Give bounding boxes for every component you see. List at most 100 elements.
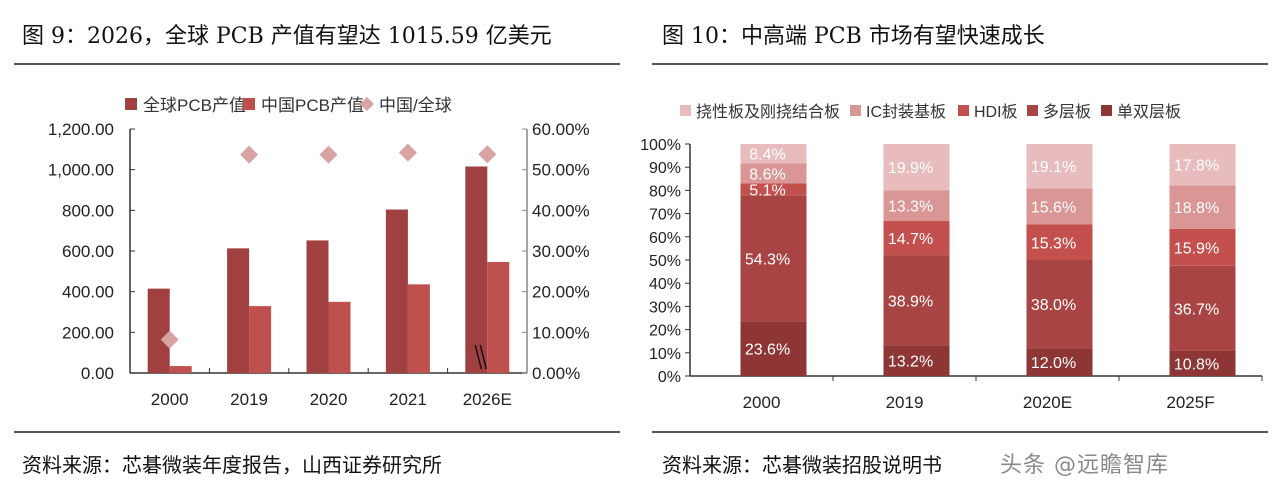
- legend-label: HDI板: [974, 103, 1018, 121]
- y-tick-label: 100%: [640, 137, 681, 154]
- left-source-note: 资料来源：芯碁微装年度报告，山西证券研究所: [22, 453, 442, 477]
- data-label: 5.1%: [749, 182, 785, 199]
- data-label: 13.2%: [888, 354, 933, 371]
- legend-swatch: [1027, 105, 1038, 116]
- left-chart-title: 图 9：2026，全球 PCB 产值有望达 1015.59 亿美元: [22, 24, 552, 49]
- right-chart-title: 图 10：中高端 PCB 市场有望快速成长: [662, 24, 1045, 49]
- marker-china-share: [319, 145, 338, 164]
- marker-china-share: [398, 143, 417, 162]
- legend-swatch: [125, 98, 137, 110]
- bar-global-pcb: [227, 248, 250, 373]
- bar-global-pcb: [147, 288, 170, 373]
- y-tick-label: 90%: [649, 160, 681, 177]
- y2-tick-label: 50.00%: [532, 161, 590, 180]
- y2-tick-label: 20.00%: [532, 283, 590, 302]
- data-label: 38.9%: [888, 293, 933, 310]
- y2-tick-label: 60.00%: [532, 120, 590, 139]
- stacked-bar-segment: [1169, 228, 1236, 266]
- legend-swatch: [958, 105, 969, 116]
- right-source-divider: [652, 431, 1268, 433]
- bar-china-pcb: [249, 306, 272, 373]
- y-tick-label: 200.00: [62, 323, 114, 342]
- y-tick-label: 80%: [649, 183, 681, 200]
- x-tick-label: 2019: [230, 390, 268, 409]
- data-label: 18.8%: [1174, 200, 1219, 217]
- legend-label: 中国PCB产值: [261, 96, 364, 115]
- x-tick-label: 2025F: [1166, 393, 1214, 412]
- data-label: 38.0%: [1031, 297, 1076, 314]
- y-tick-label: 0%: [658, 369, 681, 386]
- x-tick-label: 2019: [886, 393, 924, 412]
- x-tick-label: 2026E: [463, 390, 512, 409]
- data-label: 19.1%: [1031, 159, 1076, 176]
- data-label: 14.7%: [888, 231, 933, 248]
- y2-tick-label: 30.00%: [532, 242, 590, 261]
- data-label: 8.4%: [749, 147, 785, 164]
- data-label: 17.8%: [1174, 158, 1219, 175]
- stacked-bar-segment: [740, 183, 807, 196]
- legend-swatch: [1101, 105, 1112, 116]
- bar-global-pcb: [306, 240, 329, 373]
- marker-china-share: [160, 330, 179, 349]
- stacked-bar-segment: [1169, 144, 1236, 186]
- y-tick-label: 60%: [649, 230, 681, 247]
- y-tick-label: 10%: [649, 346, 681, 363]
- stacked-bar-segment: [1026, 224, 1093, 260]
- stacked-bar-segment: [883, 221, 950, 256]
- data-label: 23.6%: [745, 342, 790, 359]
- bar-global-pcb: [385, 209, 408, 373]
- x-tick-label: 2000: [743, 393, 781, 412]
- data-label: 19.9%: [888, 160, 933, 177]
- y-tick-label: 1,000.00: [48, 161, 114, 180]
- stacked-bar-segment: [1026, 144, 1093, 189]
- right-source-note: 资料来源：芯碁微装招股说明书: [662, 453, 942, 477]
- watermark: 头条 @远瞻智库: [1000, 453, 1169, 478]
- legend-swatch: [850, 105, 861, 116]
- legend-label: IC封装基板: [866, 103, 946, 121]
- y2-tick-label: 10.00%: [532, 323, 590, 342]
- stacked-bar-segment: [1169, 185, 1236, 229]
- y-tick-label: 800.00: [62, 201, 114, 220]
- legend-swatch-diamond: [360, 97, 374, 111]
- legend-label: 单双层板: [1117, 103, 1181, 121]
- data-label: 8.6%: [749, 166, 785, 183]
- data-label: 12.0%: [1031, 355, 1076, 372]
- bar-china-pcb: [407, 284, 430, 373]
- y-tick-label: 70%: [649, 207, 681, 224]
- left-title-divider: [14, 63, 620, 65]
- bar-china-pcb: [487, 261, 510, 373]
- stacked-bar-segment: [883, 144, 950, 191]
- y-tick-label: 50%: [649, 253, 681, 270]
- stacked-bar-segment: [1026, 260, 1093, 349]
- y-tick-label: 40%: [649, 276, 681, 293]
- legend-label: 中国/全球: [379, 96, 452, 115]
- bar-global-pcb: [465, 166, 488, 373]
- y-tick-label: 400.00: [62, 283, 114, 302]
- marker-china-share: [240, 145, 259, 164]
- x-tick-label: 2020E: [1023, 393, 1072, 412]
- y-tick-label: 20%: [649, 323, 681, 340]
- data-label: 10.8%: [1174, 356, 1219, 373]
- data-label: 13.3%: [888, 199, 933, 216]
- stacked-bar-segment: [1169, 350, 1236, 376]
- stacked-bar-segment: [883, 345, 950, 376]
- legend-label: 多层板: [1043, 103, 1091, 121]
- legend-swatch: [243, 98, 255, 110]
- y-tick-label: 0.00: [81, 364, 114, 383]
- axis-break-mark: [474, 344, 483, 370]
- x-tick-label: 2020: [310, 390, 348, 409]
- data-label: 15.9%: [1174, 240, 1219, 257]
- stacked-bar-segment: [740, 195, 807, 322]
- stacked-bar-segment: [740, 163, 807, 184]
- marker-china-share: [478, 145, 497, 164]
- y-tick-label: 1,200.00: [48, 120, 114, 139]
- bar-china-pcb: [328, 301, 351, 373]
- legend-swatch: [680, 105, 691, 116]
- left-source-divider: [14, 431, 620, 433]
- y2-tick-label: 40.00%: [532, 201, 590, 220]
- axis-break-mark: [479, 344, 488, 370]
- legend-label: 全球PCB产值: [143, 96, 246, 115]
- stacked-bar-segment: [740, 144, 807, 164]
- y2-tick-label: 0.00%: [532, 364, 580, 383]
